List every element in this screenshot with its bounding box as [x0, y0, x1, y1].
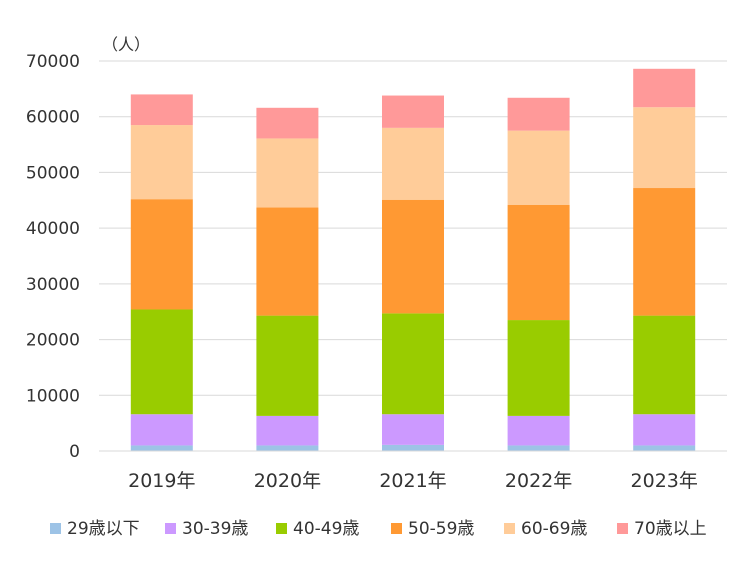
bar-segment [633, 107, 696, 189]
bar-segment [256, 315, 319, 416]
bar-segment [633, 315, 696, 415]
bar-segment [382, 127, 444, 200]
bar-segment [382, 95, 444, 128]
legend-swatch [50, 523, 61, 534]
bar-segment [130, 309, 193, 415]
bar-segment [382, 199, 444, 314]
bar-segment [130, 94, 193, 126]
bar-segment [507, 320, 570, 416]
legend-label: 70歳以上 [634, 519, 707, 539]
legend-swatch [276, 523, 287, 534]
y-axis-unit-label: （人） [102, 35, 150, 54]
x-tick-label: 2019年 [128, 470, 195, 492]
legend-label: 29歳以下 [67, 519, 140, 539]
legend-swatch [391, 523, 402, 534]
bar-segment [382, 444, 444, 451]
legend-swatch [504, 523, 515, 534]
y-tick-label: 0 [69, 442, 80, 462]
bar-segment [256, 415, 319, 446]
bar-segment [256, 207, 319, 316]
bar-segment [507, 130, 570, 205]
bar-segment [507, 445, 570, 451]
x-tick-label: 2022年 [505, 470, 572, 492]
y-tick-label: 70000 [26, 52, 80, 72]
bar-segment [130, 414, 193, 446]
y-tick-label: 10000 [26, 386, 80, 406]
legend-label: 40-49歳 [293, 519, 359, 539]
bar-segment [256, 107, 319, 139]
y-tick-label: 40000 [26, 219, 80, 239]
bar-segment [633, 68, 696, 108]
bar-segment [507, 415, 570, 446]
legend-label: 60-69歳 [521, 519, 587, 539]
bar-segment [256, 445, 319, 451]
x-tick-label: 2023年 [631, 470, 698, 492]
legend-label: 30-39歳 [182, 519, 248, 539]
legend-label: 50-59歳 [408, 519, 474, 539]
legend-swatch [617, 523, 628, 534]
x-tick-label: 2021年 [379, 470, 446, 492]
bar-segment [130, 199, 193, 310]
y-tick-label: 20000 [26, 331, 80, 351]
y-tick-label: 50000 [26, 163, 80, 183]
bar-segment [130, 445, 193, 451]
bar-segment [633, 445, 696, 451]
legend: 29歳以下 30-39歳 40-49歳 50-59歳 60-69歳 70歳以上 [50, 519, 707, 539]
bar-segment [382, 414, 444, 445]
y-axis-tick-labels: 0 10000 20000 30000 40000 50000 60000 70000 [26, 52, 80, 462]
bar-segment [130, 125, 193, 200]
bar-segment [633, 188, 696, 316]
y-tick-label: 30000 [26, 275, 80, 295]
x-axis-tick-labels: 2019年 2020年 2021年 2022年 2023年 [128, 470, 698, 492]
legend-swatch [165, 523, 176, 534]
y-tick-label: 60000 [26, 108, 80, 128]
x-tick-label: 2020年 [254, 470, 321, 492]
bar-segment [633, 414, 696, 446]
bar-segment [256, 138, 319, 208]
bar-segment [507, 97, 570, 131]
bar-segment [507, 204, 570, 321]
bars [130, 68, 696, 451]
bar-segment [382, 313, 444, 415]
